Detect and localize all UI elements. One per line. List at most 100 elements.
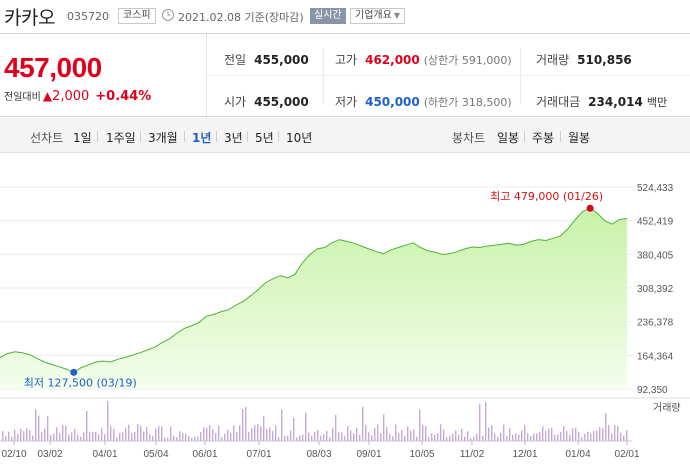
- current-price: 457,000: [4, 52, 102, 83]
- volume-bar: [470, 437, 472, 441]
- tab-monthly-candle[interactable]: 월봉: [568, 131, 591, 145]
- upper-limit: (상한가 591,000): [423, 54, 512, 67]
- volume-bar: [245, 406, 247, 441]
- volume-bar: [242, 408, 244, 441]
- volume-bar: [227, 429, 229, 441]
- volume-bar: [125, 427, 127, 441]
- stock-header: 카카오 035720 코스피 2021.02.08 기준(장마감) 실시간 기업…: [0, 0, 690, 33]
- quote-divider: [206, 34, 207, 118]
- tab-1day[interactable]: 1일: [73, 131, 92, 145]
- volume-bar: [314, 432, 316, 441]
- high-label: 고가: [335, 53, 358, 67]
- volume-bar: [86, 411, 88, 441]
- tab-separator: [140, 131, 141, 142]
- volume-bar: [230, 432, 232, 441]
- volume-bar: [59, 433, 61, 441]
- tab-1year[interactable]: 1년: [192, 131, 212, 145]
- x-tick-label: 05/04: [143, 449, 168, 460]
- volume-bar: [494, 433, 496, 441]
- x-tick-label: 12/01: [512, 449, 537, 460]
- price-chart-svg: 524,433 452,419 380,405 308,392 236,378 164,3…: [0, 183, 690, 460]
- tab-3month[interactable]: 3개월: [148, 131, 178, 145]
- volume-bar: [203, 427, 205, 441]
- volume-bar: [593, 431, 595, 441]
- volume-bar: [194, 436, 196, 441]
- amount-label: 거래대금: [536, 95, 581, 109]
- volume-bar: [551, 427, 553, 441]
- price-chart[interactable]: 524,433 452,419 380,405 308,392 236,378 164,3…: [0, 153, 690, 468]
- volume-bar: [239, 425, 241, 441]
- stock-name: 카카오: [4, 7, 55, 29]
- volume-bar: [332, 427, 334, 441]
- volume-bar: [383, 414, 385, 441]
- volume-bar: [8, 431, 10, 441]
- volume-bar: [326, 430, 328, 441]
- volume-bar: [134, 431, 136, 441]
- volume-bar: [527, 433, 529, 441]
- volume-bar: [206, 427, 208, 441]
- volume-bar: [569, 434, 571, 441]
- volume-bar: [530, 435, 532, 441]
- volume-bar: [158, 425, 160, 441]
- change-percent: +0.44%: [95, 89, 152, 104]
- volume-bar: [146, 426, 148, 441]
- tab-weekly-candle[interactable]: 주봉: [532, 131, 555, 145]
- tab-separator: [278, 131, 279, 142]
- volume-bar: [605, 413, 607, 441]
- volume-bar: [623, 435, 625, 441]
- volume-bar: [431, 433, 433, 441]
- volume-bar: [491, 425, 493, 441]
- volume-bar: [548, 428, 550, 441]
- volume-bar: [155, 428, 157, 441]
- volume-bar: [182, 433, 184, 441]
- tab-1week[interactable]: 1주일: [106, 131, 136, 145]
- day-high: 고가 462,000 (상한가 591,000): [335, 51, 512, 68]
- company-overview-button[interactable]: 기업개요 ▼: [350, 8, 405, 24]
- volume-bar: [107, 400, 109, 441]
- volume-bar: [521, 430, 523, 441]
- x-tick-label: 09/01: [356, 449, 381, 460]
- volume-bar: [617, 425, 619, 441]
- volume-bar: [488, 427, 490, 441]
- volume-bar: [539, 432, 541, 441]
- volume-bar: [251, 428, 253, 441]
- tab-5year[interactable]: 5년: [255, 131, 274, 145]
- x-tick-label: 06/01: [192, 449, 217, 460]
- volume-bar: [185, 433, 187, 441]
- volume-bar: [347, 426, 349, 441]
- volume-bar: [371, 435, 373, 441]
- volume-bar: [269, 427, 271, 441]
- volume-bar: [392, 436, 394, 441]
- volume-bar: [14, 429, 16, 441]
- y-tick-label: 92,350: [637, 385, 668, 396]
- volume-bar: [218, 425, 220, 441]
- volume-bar: [83, 432, 85, 441]
- volume-bar: [599, 426, 601, 441]
- volume-bar: [443, 429, 445, 441]
- volume-bar: [266, 428, 268, 441]
- open-label: 시가: [224, 95, 247, 109]
- volume-bar: [152, 435, 154, 441]
- volume-bar: [56, 427, 58, 441]
- y-axis-ticks: 524,433 452,419 380,405 308,392 236,378 164,3…: [637, 183, 674, 396]
- x-tick-label: 07/01: [246, 449, 271, 460]
- open-value: 455,000: [254, 95, 309, 109]
- volume-bar: [614, 425, 616, 441]
- volume-bar: [407, 426, 409, 441]
- prev-close-label: 전일: [224, 53, 247, 67]
- x-tick-label: 03/02: [37, 449, 62, 460]
- tab-10year[interactable]: 10년: [286, 131, 313, 145]
- volume-bar: [401, 430, 403, 441]
- volume-bar: [5, 436, 7, 441]
- volume-bar: [101, 427, 103, 441]
- x-tick-label: 02/01: [614, 449, 639, 460]
- volume-bar: [554, 434, 556, 441]
- volume-bar: [278, 437, 280, 441]
- clock-icon: [162, 9, 174, 21]
- volume-bar: [410, 430, 412, 441]
- realtime-button[interactable]: 실시간: [310, 8, 346, 24]
- volume-bar: [161, 426, 163, 441]
- tab-daily-candle[interactable]: 일봉: [497, 131, 520, 145]
- tab-3year[interactable]: 3년: [224, 131, 243, 145]
- volume-bar: [173, 435, 175, 441]
